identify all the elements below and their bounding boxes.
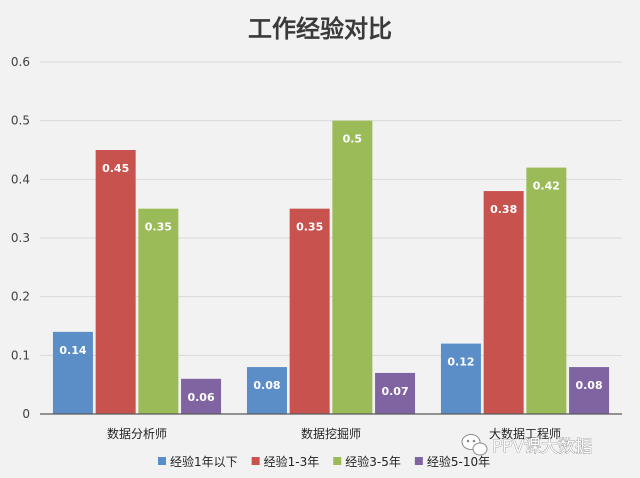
legend: 经验1年以下 经验1-3年 经验3-5年 经验5-10年 [158,454,490,469]
bar-data-label: 0.38 [490,203,517,216]
data-labels: 0.14 0.45 0.35 0.06 0.08 0.35 0.5 0.07 0.12 0.38 0… [59,133,602,404]
gridlines [40,61,622,356]
wechat-icon [461,434,488,456]
legend-entry: 经验5-10年 [427,454,490,469]
y-tick-label: 0.3 [11,231,30,245]
bar [181,378,222,414]
bar [483,191,524,414]
bar [289,208,330,414]
bar-data-label: 0.14 [59,344,86,357]
bar-data-label: 0.08 [575,379,602,392]
chart-title: 工作经验对比 [248,15,392,43]
bar [526,167,567,414]
bar [332,120,373,415]
bars [52,120,610,415]
bar-data-label: 0.12 [447,356,474,369]
y-tick-label: 0 [22,407,30,421]
bar-data-label: 0.08 [253,379,280,392]
y-tick-label: 0.4 [11,172,30,186]
bar-data-label: 0.35 [296,221,323,234]
x-category-label: 数据挖掘师 [301,426,361,441]
x-category-label: 数据分析师 [107,426,167,441]
y-tick-label: 0.2 [11,290,30,304]
bar-data-label: 0.5 [343,133,363,146]
bar [375,372,416,414]
y-tick-label: 0.5 [11,114,30,128]
bar [246,367,287,414]
bar-data-label: 0.45 [102,162,129,175]
legend-swatch [414,457,423,465]
y-tick-label: 0.1 [11,348,30,362]
x-axis: 数据分析师 数据挖掘师 大数据工程师 [40,413,622,441]
bar [52,331,93,414]
y-axis: 0 0.1 0.2 0.3 0.4 0.5 0.6 [11,55,30,421]
bar [138,208,179,414]
watermark: PPV课大数据 [461,434,592,457]
bar-data-label: 0.07 [381,385,408,398]
legend-swatch [158,457,166,465]
x-category-label: 大数据工程师 [489,426,561,441]
bar-data-label: 0.35 [145,221,172,234]
watermark-text: PPV课大数据 [492,437,592,457]
bar-data-label: 0.42 [533,180,560,193]
bar [95,150,136,414]
legend-entry: 经验1-3年 [264,454,320,469]
bar-data-label: 0.06 [187,391,214,404]
bar [569,367,610,414]
legend-entry: 经验3-5年 [345,454,401,469]
legend-swatch [251,457,260,465]
legend-entry: 经验1年以下 [170,454,238,469]
y-tick-label: 0.6 [11,55,30,69]
bar [440,343,481,414]
legend-swatch [333,457,342,465]
